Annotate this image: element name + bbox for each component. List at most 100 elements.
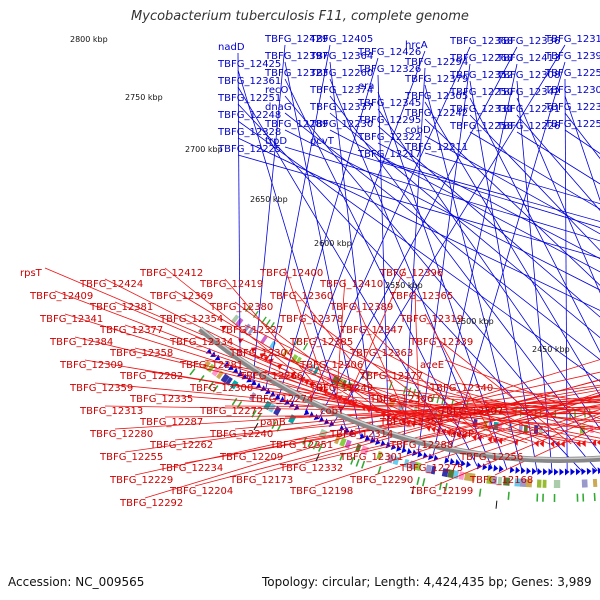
gc-skew-mark: [231, 397, 238, 406]
reverse-gene-label: TBFG_12424: [79, 279, 143, 290]
reverse-gene-label: TBFG_12229: [109, 475, 173, 486]
forward-gene-mark: [422, 452, 428, 459]
reverse-gene-label: TBFG_12256: [459, 452, 523, 463]
reverse-gene-label: TBFG_12209: [219, 452, 283, 463]
backbone-highlight: [200, 327, 600, 460]
gc-skew-mark: [542, 493, 544, 502]
forward-leader-line: [377, 74, 390, 446]
forward-gene-mark: [498, 465, 504, 473]
forward-gene-label: TBFG_12323: [264, 68, 328, 79]
forward-gene-mark: [364, 434, 371, 442]
reverse-gene-mark: [309, 381, 315, 388]
reverse-gene-label: TBFG_12363: [349, 348, 413, 359]
forward-gene-label: TBFG_12337: [309, 102, 373, 113]
forward-gene-label: TBFG_12294: [404, 57, 468, 68]
forward-gene-label: TBFG_12211: [404, 142, 468, 153]
reverse-gene-label: TBFG_12281: [179, 360, 243, 371]
reverse-gene-label: TBFG_12274: [249, 394, 313, 405]
reverse-gene-label: TBFG_12419: [199, 279, 263, 290]
reverse-cog-mark: [331, 375, 340, 385]
reverse-cog-mark: [243, 323, 251, 333]
forward-leader-line: [332, 44, 566, 426]
forward-leader-line: [304, 46, 471, 413]
reverse-gene-label: cobT: [320, 406, 345, 417]
scale-tick: [253, 422, 259, 431]
forward-gene-label: TBFG_12426: [357, 47, 421, 58]
reverse-gene-label: TBFG_12272: [199, 406, 263, 417]
forward-gene-label: TBFG_12258: [449, 121, 513, 132]
reverse-leader-line: [134, 371, 600, 476]
gc-skew-mark: [436, 395, 440, 404]
reverse-gene-mark: [461, 432, 467, 440]
gc-skew-mark: [593, 492, 596, 502]
reverse-gene-label: TBFG_12410: [319, 279, 383, 290]
scale-tick-label: 2800 kbp: [70, 35, 108, 44]
forward-cog-mark: [458, 471, 465, 480]
forward-gene-mark: [406, 447, 412, 455]
forward-gene-label: TBFG_12345: [357, 98, 421, 109]
forward-gene-mark: [520, 467, 526, 475]
forward-leader-line: [278, 57, 379, 399]
forward-gene-mark: [559, 468, 564, 476]
gc-skew-mark: [478, 488, 482, 497]
forward-gene-mark: [570, 468, 575, 476]
reverse-leader-line: [114, 301, 368, 410]
forward-leader-line: [329, 61, 376, 442]
forward-cog-mark: [206, 363, 216, 373]
reverse-gene-label: TBFG_12359: [69, 383, 133, 394]
scale-tick-label: 2600 kbp: [314, 239, 352, 248]
reverse-gene-mark: [456, 431, 462, 439]
reverse-leader-line: [244, 386, 600, 453]
forward-cog-mark: [553, 479, 561, 488]
reverse-leader-line: [224, 278, 318, 387]
gc-skew-mark: [412, 388, 417, 397]
forward-gene-mark: [303, 408, 310, 416]
gc-skew-mark: [377, 466, 382, 475]
forward-gene-mark: [417, 450, 423, 458]
reverse-gene-label: TBFG_12255: [99, 452, 163, 463]
forward-gene-mark: [515, 466, 521, 474]
forward-gene-label: TBFG_12368: [449, 36, 513, 47]
forward-cog-mark: [211, 367, 221, 377]
reverse-gene-label: TBFG_12307: [439, 406, 503, 417]
reverse-leader-line: [254, 379, 600, 476]
gc-skew-mark: [365, 372, 370, 381]
reverse-gene-label: TBFG_12334: [169, 337, 233, 348]
gc-skew-mark: [212, 385, 219, 393]
reverse-leader-line: [374, 395, 600, 476]
scale-tick-label: 2450 kbp: [532, 345, 570, 354]
reverse-leader-line: [164, 267, 308, 383]
forward-leader-line: [564, 95, 600, 202]
gc-skew-mark: [576, 493, 579, 502]
forward-leader-line: [417, 63, 471, 455]
forward-cog-mark: [360, 445, 370, 456]
reverse-gene-label: TBFG_12314: [329, 429, 393, 440]
forward-gene-mark: [537, 468, 543, 476]
scale-ticks: 2800 kbp 2750 kbp 2700 kbp 2650 kbp 2600 kbp…: [70, 35, 570, 509]
forward-cog-mark: [441, 468, 449, 478]
forward-leader-line: [329, 129, 600, 273]
forward-leader-line: [329, 112, 600, 339]
reverse-gene-label: TBFG_12369: [149, 291, 213, 302]
reverse-cog-mark: [308, 363, 316, 373]
forward-cog-mark: [387, 454, 394, 464]
reverse-leader-line: [336, 278, 346, 397]
reverse-gene-label: panB: [260, 417, 286, 428]
forward-gene-mark: [460, 459, 466, 467]
gc-skew-mark: [265, 319, 271, 327]
forward-gene-mark: [548, 468, 554, 476]
gc-skew-mark: [355, 458, 360, 467]
reverse-gene-mark: [497, 437, 503, 445]
reverse-gene-label: TBFG_12380: [209, 302, 273, 313]
forward-gene-label: TBFG_12242: [404, 108, 468, 119]
forward-gene-mark: [553, 468, 559, 476]
scale-tick: [495, 500, 498, 509]
forward-cog-mark: [339, 437, 347, 447]
forward-leader-line: [237, 137, 600, 311]
reverse-leader-line: [394, 393, 600, 413]
reverse-leader-line: [474, 404, 600, 430]
forward-gene-label: TBFG_12308: [496, 70, 560, 81]
forward-gene-label: TBFG_12352: [449, 70, 513, 81]
forward-gene-label: TBFG_12217: [357, 149, 421, 160]
